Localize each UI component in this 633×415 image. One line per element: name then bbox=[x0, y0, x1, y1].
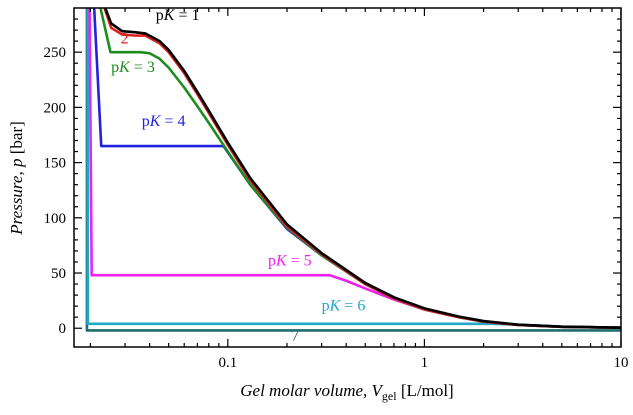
y-tick-label: 150 bbox=[44, 156, 67, 172]
x-axis-title: Gel molar volume, Vgel [L/mol] bbox=[240, 381, 453, 403]
x-tick-label: 1 bbox=[421, 355, 429, 371]
plot-frame bbox=[73, 7, 622, 348]
series-layer bbox=[85, 8, 621, 332]
series-label-4: pK = 3 bbox=[111, 59, 155, 76]
series-label-0: 7 bbox=[291, 327, 299, 344]
x-tick-label: 10 bbox=[614, 355, 629, 371]
y-axis-title: Pressure, p [bar] bbox=[7, 121, 26, 235]
series-label-3: pK = 4 bbox=[142, 113, 186, 130]
y-tick-label: 0 bbox=[59, 321, 67, 337]
series-label-6: pK = 1 bbox=[156, 7, 200, 24]
x-tick-label: 0.1 bbox=[218, 355, 237, 371]
series-label-1: pK = 6 bbox=[322, 298, 366, 315]
series-label-5: 2 bbox=[121, 30, 129, 47]
series-line-6 bbox=[103, 8, 621, 329]
plot-background bbox=[74, 8, 621, 347]
series-label-2: pK = 5 bbox=[268, 252, 312, 269]
y-tick-label: 100 bbox=[44, 211, 67, 227]
y-tick-label: 50 bbox=[51, 266, 66, 282]
label-layer: 7 pK = 6 pK = 5 pK = 4 pK = 3 2 pK = 1 bbox=[111, 7, 365, 344]
y-tick-label: 200 bbox=[44, 100, 67, 116]
y-tick-label: 250 bbox=[44, 45, 67, 61]
